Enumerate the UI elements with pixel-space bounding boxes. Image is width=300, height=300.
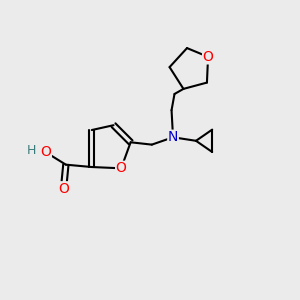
Text: O: O bbox=[58, 182, 69, 196]
Text: O: O bbox=[202, 50, 214, 64]
Text: N: N bbox=[168, 130, 178, 144]
Text: O: O bbox=[116, 161, 127, 175]
Text: H: H bbox=[27, 144, 36, 157]
Text: O: O bbox=[40, 145, 51, 159]
